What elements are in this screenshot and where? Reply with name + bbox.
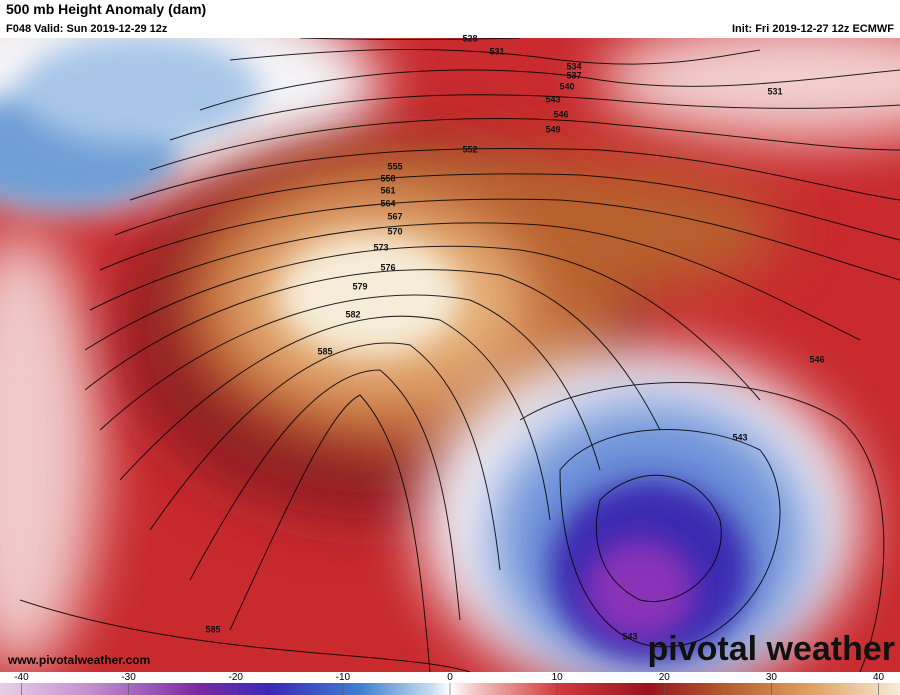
colorbar-tick-label: -10: [336, 672, 351, 683]
map-title: 500 mb Height Anomaly (dam): [6, 1, 206, 17]
contour-label: 570: [387, 226, 402, 236]
colorbar-tick-label: 40: [873, 672, 885, 683]
contour-label: 543: [732, 432, 747, 442]
contour-label: 585: [205, 624, 220, 634]
contour-label: 585: [317, 346, 332, 356]
contour-label: 564: [380, 198, 395, 208]
contour-label: 579: [352, 281, 367, 291]
contour-label: 537: [566, 70, 581, 80]
colorbar-tick-label: 20: [659, 672, 671, 683]
contour-label: 540: [559, 81, 574, 91]
contour-label: 546: [553, 109, 568, 119]
colorbar-tick-label: 30: [766, 672, 778, 683]
contour-label: 528: [462, 33, 477, 43]
logo: pivotal weather: [647, 630, 895, 668]
colorbar-tick-label: -40: [14, 672, 29, 683]
contour-label: 576: [380, 262, 395, 272]
website: www.pivotalweather.com: [7, 653, 150, 667]
height-contours: [19, 38, 900, 672]
contour-label: 531: [767, 86, 782, 96]
colorbar-ticks: -40 -30 -20 -10 0 10 20 30 40: [14, 672, 885, 695]
colorbar-tick-label: 10: [552, 672, 564, 683]
contour-label: 534: [566, 61, 581, 71]
colorbar-tick-label: -20: [228, 672, 243, 683]
colorbar-tick-label: -30: [121, 672, 136, 683]
contour-label: 549: [545, 124, 560, 134]
contour-label: 558: [380, 173, 395, 183]
contour-label: 531: [489, 46, 504, 56]
contour-label: 543: [545, 94, 560, 104]
contour-label: 552: [462, 144, 477, 154]
contour-label: 543: [622, 631, 637, 641]
contour-label: 573: [373, 242, 388, 252]
contour-label: 546: [809, 354, 824, 364]
contour-label: 567: [387, 211, 402, 221]
init-time: Init: Fri 2019-12-27 12z ECMWF: [732, 23, 894, 35]
contour-label: 582: [345, 309, 360, 319]
contour-label: 555: [387, 161, 402, 171]
colorbar-tick-label: 0: [447, 672, 453, 683]
valid-time: F048 Valid: Sun 2019-12-29 12z: [6, 23, 168, 35]
contour-label: 561: [380, 185, 395, 195]
